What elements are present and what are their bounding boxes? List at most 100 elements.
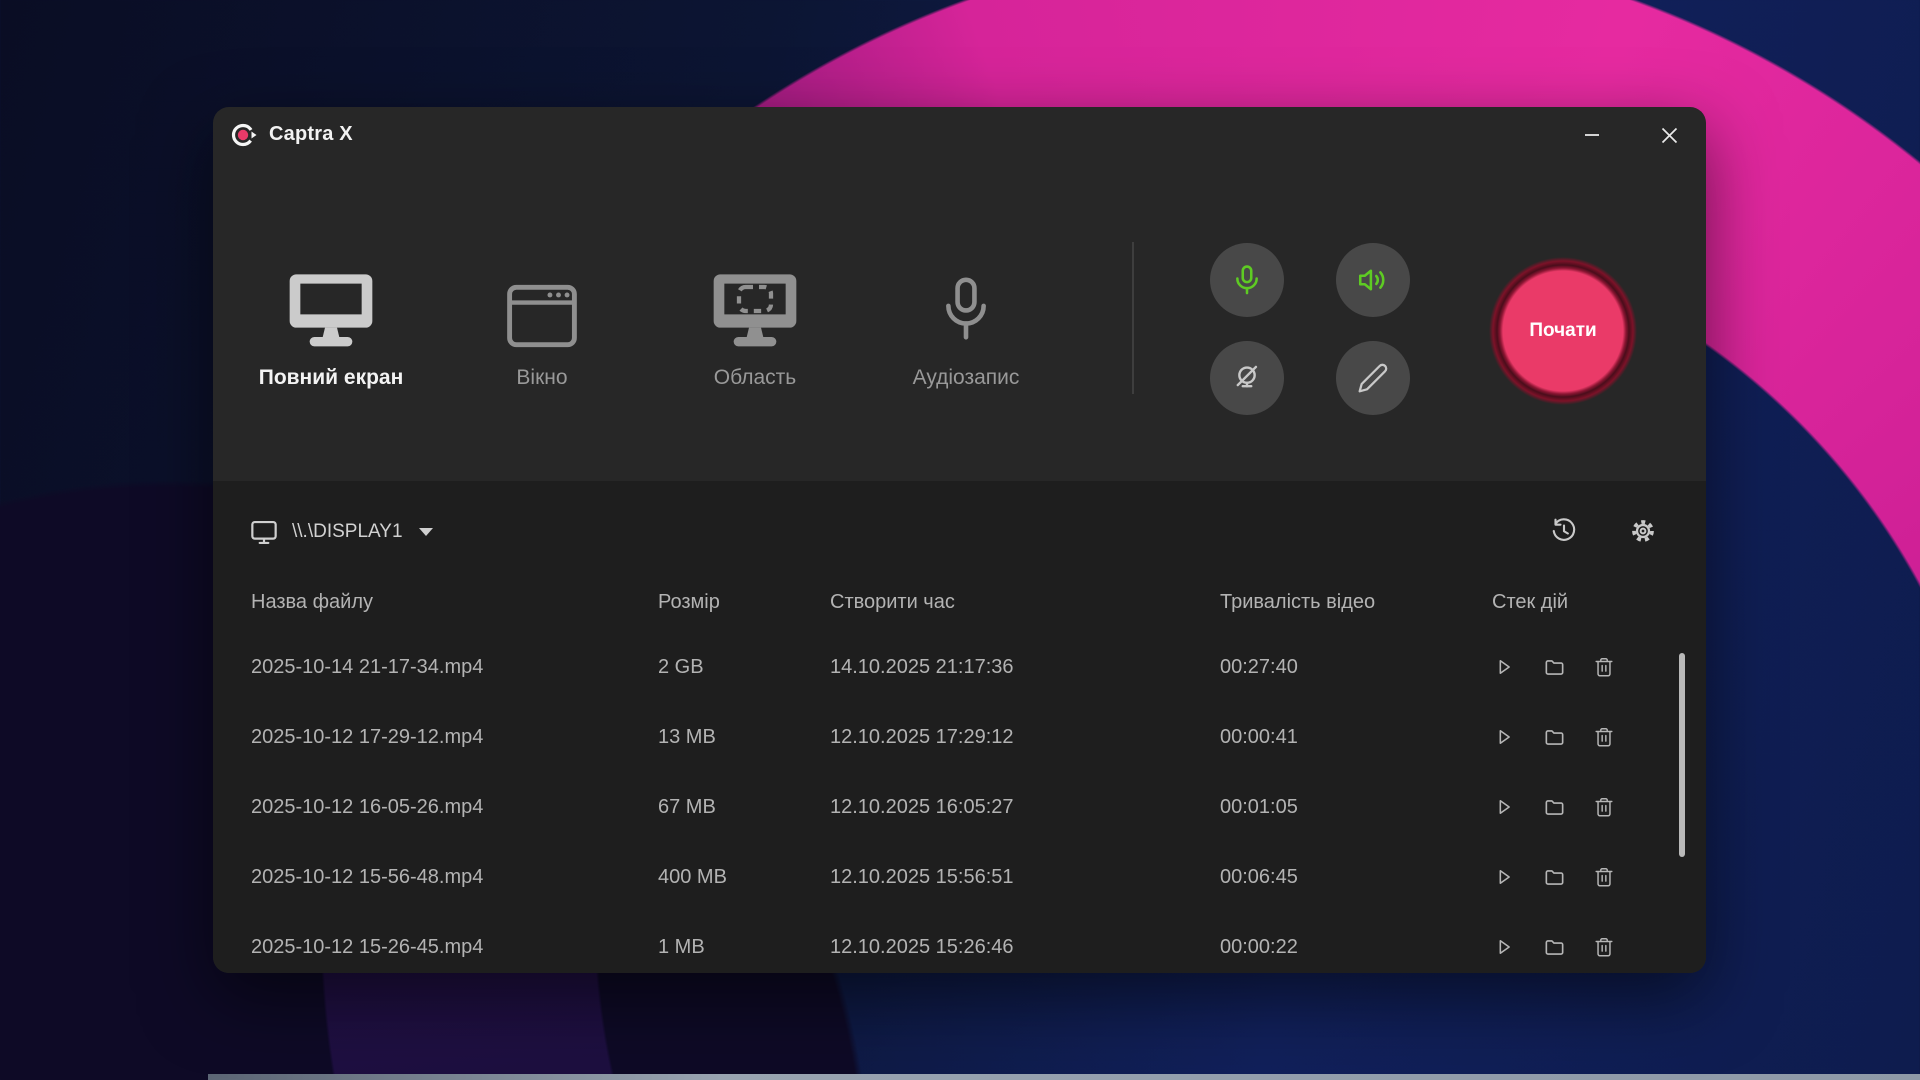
play-icon (1499, 799, 1510, 815)
pencil-icon (1358, 363, 1388, 393)
folder-icon (1545, 729, 1563, 745)
folder-icon (1545, 659, 1563, 675)
minimize-icon (1585, 134, 1599, 136)
delete-button[interactable] (1592, 655, 1616, 679)
table-row: 2025-10-12 15-56-48.mp4 400 MB 12.10.202… (251, 842, 1686, 912)
file-duration: 00:06:45 (1220, 865, 1298, 888)
close-icon (1661, 127, 1677, 143)
start-recording-button[interactable]: Почати (1489, 257, 1637, 405)
play-button[interactable] (1492, 795, 1516, 819)
captra-app-window: Captra X Повний екран (213, 107, 1706, 973)
chevron-down-icon (418, 528, 433, 536)
file-size: 1 MB (658, 935, 705, 958)
file-created: 14.10.2025 21:17:36 (830, 655, 1014, 678)
open-folder-button[interactable] (1542, 655, 1566, 679)
trash-icon (1595, 728, 1613, 747)
file-created: 12.10.2025 15:26:46 (830, 935, 1014, 958)
delete-button[interactable] (1592, 865, 1616, 889)
webcam-toggle-button[interactable] (1210, 341, 1284, 415)
delete-button[interactable] (1592, 935, 1616, 959)
column-header-name: Назва файлу (251, 590, 374, 613)
recordings-panel: \\.\DISPLAY1 Назва файлу Розмір Створити… (213, 481, 1706, 973)
trash-icon (1595, 938, 1613, 957)
file-size: 2 GB (658, 655, 704, 678)
app-logo-icon (230, 121, 258, 149)
file-created: 12.10.2025 17:29:12 (830, 725, 1014, 748)
file-name: 2025-10-14 21-17-34.mp4 (251, 655, 484, 678)
title-bar[interactable]: Captra X (213, 107, 1706, 159)
file-created: 12.10.2025 16:05:27 (830, 795, 1014, 818)
delete-button[interactable] (1592, 725, 1616, 749)
table-row: 2025-10-12 17-29-12.mp4 13 MB 12.10.2025… (251, 702, 1686, 772)
settings-gear-icon (1632, 520, 1654, 542)
mode-label: Аудіозапис (912, 366, 1020, 389)
monitor-icon (251, 520, 277, 544)
mode-region[interactable]: Область (655, 245, 855, 390)
draw-toggle-button[interactable] (1336, 341, 1410, 415)
speaker-toggle-button[interactable] (1336, 243, 1410, 317)
column-header-duration: Тривалість відео (1220, 590, 1376, 613)
file-size: 67 MB (658, 795, 716, 818)
open-folder-button[interactable] (1542, 725, 1566, 749)
recordings-table-header: Назва файлу Розмір Створити час Триваліс… (251, 567, 1686, 637)
play-icon (1499, 729, 1510, 745)
settings-button[interactable] (1624, 512, 1662, 550)
display-selector[interactable]: \\.\DISPLAY1 (249, 513, 433, 551)
table-row: 2025-10-12 15-26-45.mp4 1 MB 12.10.2025 … (251, 912, 1686, 973)
file-size: 400 MB (658, 865, 727, 888)
microphone-icon (866, 245, 1066, 349)
folder-icon (1545, 869, 1563, 885)
history-button[interactable] (1545, 512, 1583, 550)
play-icon (1499, 659, 1510, 675)
trash-icon (1595, 658, 1613, 677)
start-recording-label: Почати (1529, 320, 1597, 341)
play-icon (1499, 939, 1510, 955)
file-duration: 00:00:41 (1220, 725, 1298, 748)
file-duration: 00:27:40 (1220, 655, 1298, 678)
file-name: 2025-10-12 15-26-45.mp4 (251, 935, 484, 958)
speaker-icon (1358, 269, 1385, 291)
trash-icon (1595, 868, 1613, 887)
file-size: 13 MB (658, 725, 716, 748)
file-duration: 00:00:22 (1220, 935, 1298, 958)
mode-label: Повний екран (258, 366, 404, 389)
play-button[interactable] (1492, 655, 1516, 679)
webcam-off-icon (1236, 365, 1258, 388)
play-button[interactable] (1492, 935, 1516, 959)
region-select-monitor-icon (655, 245, 855, 349)
column-header-size: Розмір (658, 590, 720, 613)
table-row: 2025-10-12 16-05-26.mp4 67 MB 12.10.2025… (251, 772, 1686, 842)
open-folder-button[interactable] (1542, 795, 1566, 819)
scrollbar-thumb[interactable] (1679, 653, 1685, 857)
folder-icon (1545, 939, 1563, 955)
minimize-button[interactable] (1568, 115, 1616, 155)
microphone-icon (1236, 265, 1258, 295)
mode-label: Область (713, 366, 797, 389)
window-icon (442, 245, 642, 349)
column-header-actions: Стек дій (1492, 590, 1569, 613)
window-title: Captra X (269, 123, 353, 145)
fullscreen-monitor-icon (231, 245, 431, 349)
play-button[interactable] (1492, 725, 1516, 749)
mode-label: Вікно (516, 366, 568, 389)
open-folder-button[interactable] (1542, 865, 1566, 889)
history-icon (1552, 518, 1576, 541)
mode-audio[interactable]: Аудіозапис (866, 245, 1066, 390)
play-button[interactable] (1492, 865, 1516, 889)
mode-fullscreen[interactable]: Повний екран (231, 245, 431, 390)
display-selector-value: \\.\DISPLAY1 (292, 521, 403, 542)
folder-icon (1545, 799, 1563, 815)
section-divider (1132, 242, 1134, 394)
microphone-toggle-button[interactable] (1210, 243, 1284, 317)
file-name: 2025-10-12 15-56-48.mp4 (251, 865, 484, 888)
column-header-created: Створити час (830, 590, 955, 613)
close-button[interactable] (1645, 115, 1693, 155)
delete-button[interactable] (1592, 795, 1616, 819)
mode-window[interactable]: Вікно (442, 245, 642, 390)
file-created: 12.10.2025 15:56:51 (830, 865, 1014, 888)
table-row: 2025-10-14 21-17-34.mp4 2 GB 14.10.2025 … (251, 632, 1686, 702)
play-icon (1499, 869, 1510, 885)
background-bottom-strip (208, 1074, 1920, 1080)
open-folder-button[interactable] (1542, 935, 1566, 959)
file-duration: 00:01:05 (1220, 795, 1298, 818)
